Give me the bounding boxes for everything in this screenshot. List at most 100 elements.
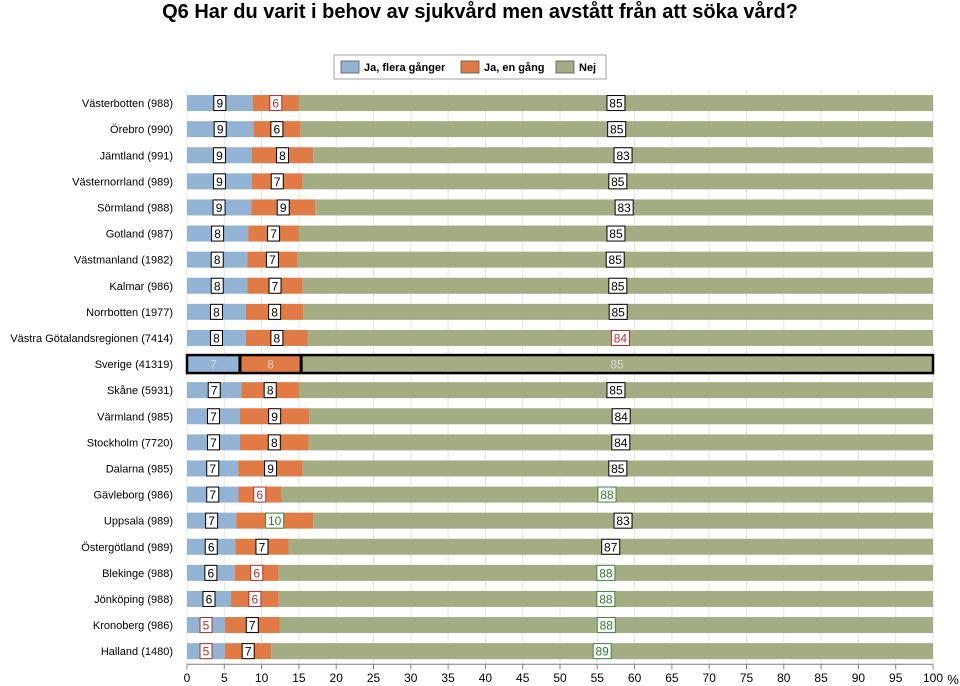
data-label: 5 [203,619,210,633]
category-label: Västerbotten (988) [82,98,173,110]
data-label: 87 [604,540,618,554]
data-label-box [199,617,213,634]
data-label: 7 [210,358,217,372]
data-label: 85 [611,175,625,189]
data-label-box [212,173,226,190]
data-label: 9 [216,97,223,111]
data-label-box [206,408,220,425]
data-label-box [263,382,277,399]
data-label-box [275,147,289,164]
data-label: 85 [612,305,626,319]
data-label: 7 [211,384,218,398]
data-label: 7 [249,619,256,633]
data-label-box [211,225,225,242]
data-label: 9 [267,462,274,476]
category-label: Norrbotten (1977) [86,307,173,319]
x-tick-label: 95 [889,671,903,685]
data-label-box [270,121,284,138]
x-tick-label: 85 [814,671,828,685]
data-label: 84 [614,410,628,424]
data-label-box [202,590,216,607]
category-label: Sörmland (988) [97,202,173,214]
data-label-box [206,434,220,451]
data-label: 8 [267,358,274,372]
data-label: 9 [216,175,223,189]
data-label: 8 [271,436,278,450]
data-label: 83 [617,201,631,215]
category-label: Blekinge (988) [102,568,173,580]
data-label-box [606,382,626,399]
data-label: 9 [216,201,223,215]
data-label-box [613,147,633,164]
data-label-box [613,512,633,529]
data-label-box [592,643,612,660]
data-label: 8 [214,253,221,267]
data-label: 8 [267,384,274,398]
data-label: 6 [272,97,279,111]
data-label-box [213,121,227,138]
data-label: 7 [270,227,277,241]
category-label-layer: Västerbotten (988) Örebro (990) Jämtland (… [10,98,173,658]
category-label: Värmland (985) [97,411,173,423]
x-tick-label: 80 [777,671,791,685]
data-label: 7 [209,462,216,476]
x-tick-label: 25 [367,671,381,685]
data-label: 8 [274,331,281,345]
x-tick-label: 65 [665,671,679,685]
data-label: 10 [268,514,282,528]
x-tick-label: 10 [255,671,269,685]
data-label-box [596,564,616,581]
data-label-box [207,382,221,399]
data-label: 8 [214,227,221,241]
data-label-box [245,617,259,634]
x-tick-label: 90 [852,671,866,685]
data-label: 88 [599,592,613,606]
x-tick-label: 45 [516,671,530,685]
data-label-box [206,460,220,477]
category-label: Västmanland (1982) [74,255,173,267]
data-label-box [610,329,630,346]
data-label-box [212,199,226,216]
data-label: 7 [259,540,266,554]
x-tick-label: 35 [441,671,455,685]
x-tick-label: 20 [330,671,344,685]
data-label: 89 [595,645,609,659]
x-axis-unit: % [947,672,959,686]
data-label-box [601,538,621,555]
data-label: 9 [271,410,278,424]
legend-label: Ja, en gång [484,62,545,74]
category-label: Skåne (5931) [107,385,173,397]
data-label: 6 [208,566,215,580]
data-label-layer: 9 6 859 6 859 8 839 7 859 9 838 7 858 7 858 7 858 8 858 8 84… [199,95,634,660]
data-label: 7 [209,488,216,502]
category-label: Stockholm (7720) [87,437,173,449]
category-label: Västernorrland (989) [72,176,173,188]
data-label-box [209,303,223,320]
x-tick-label: 55 [591,671,605,685]
data-label-box [608,173,628,190]
x-tick-label: 100 [923,671,943,685]
data-label-box [210,277,224,294]
category-label: Örebro (990) [110,124,173,136]
data-label: 85 [609,227,623,241]
data-label: 7 [245,645,252,659]
data-label-box [270,329,284,346]
bar-segment [187,356,240,373]
data-label-box [204,564,218,581]
legend-swatch [460,60,480,74]
data-label-box [267,225,281,242]
x-tick-label: 50 [553,671,567,685]
category-label: Kalmar (986) [109,281,173,293]
category-label: Gotland (987) [106,229,173,241]
data-label: 88 [599,566,613,580]
data-label: 85 [609,384,623,398]
data-label-box [255,538,269,555]
data-label-box [611,408,631,425]
data-label-box [253,486,267,503]
data-label-box [597,486,617,503]
data-label: 85 [611,462,625,476]
data-label: 7 [269,253,276,267]
category-label: Uppsala (989) [104,516,173,528]
data-label: 6 [208,540,215,554]
